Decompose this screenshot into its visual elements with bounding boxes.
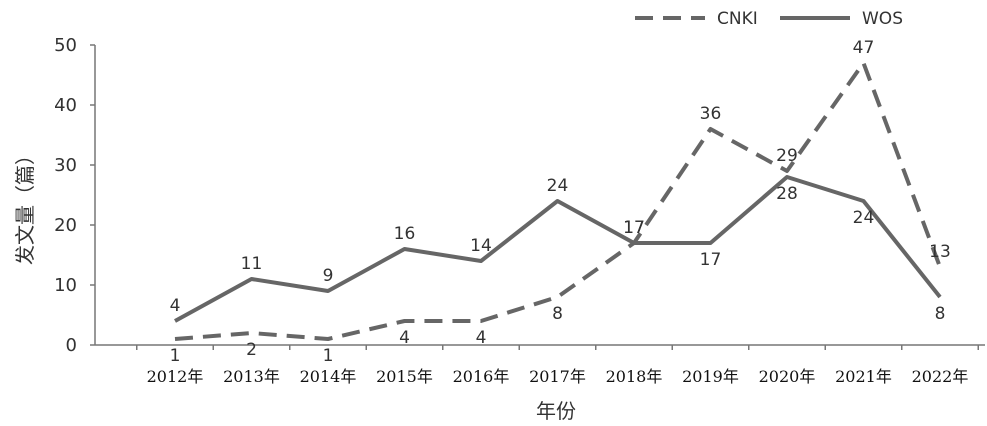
data-label-cnki: 4 [399,328,410,348]
x-tick-labels: 2012年 2013年 2014年 2015年 2016年 2017年 2018年 2019年… [147,367,969,386]
data-label-wos: 8 [935,304,946,324]
y-tick-label: 40 [54,95,77,116]
y-axis-title: 发文量（篇） [13,145,37,265]
x-tick-label: 2021年 [835,367,892,386]
y-tick-label: 0 [66,335,77,356]
x-tick-label: 2019年 [682,367,739,386]
data-label-wos: 17 [700,250,722,270]
data-label-cnki: 13 [929,242,951,262]
series-line-wos [174,175,942,323]
legend-label-wos: WOS [862,9,903,29]
x-tick-label: 2017年 [529,367,586,386]
data-label-cnki: 4 [476,328,487,348]
data-label-wos: 4 [170,296,181,316]
x-tick-label: 2022年 [912,367,969,386]
y-tick-label: 10 [54,275,77,296]
chart-axes [90,44,985,350]
data-label-cnki: 17 [623,218,645,238]
data-label-cnki: 1 [323,346,334,366]
x-tick-label: 2012年 [147,367,204,386]
x-axis-title: 年份 [536,399,576,423]
data-label-cnki: 1 [170,346,181,366]
data-label-wos: 24 [853,208,875,228]
data-label-cnki: 29 [776,146,798,166]
data-label-wos: 17 [623,218,645,238]
x-tick-label: 2018年 [606,367,663,386]
y-tick-labels: 0 10 20 30 40 50 [54,35,77,356]
y-tick-label: 30 [54,155,77,176]
data-label-wos: 9 [323,266,334,286]
series-lines [174,61,942,341]
x-tick-label: 2015年 [376,367,433,386]
legend-label-cnki: CNKI [717,9,758,29]
data-label-wos: 16 [394,224,416,244]
y-tick-label: 20 [54,215,77,236]
y-tick-label: 50 [54,35,77,56]
data-label-wos: 11 [241,254,263,274]
x-tick-label: 2016年 [453,367,510,386]
data-label-wos: 24 [547,176,569,196]
x-tick-label: 2013年 [223,367,280,386]
x-tick-label: 2020年 [759,367,816,386]
data-label-wos: 28 [776,184,798,204]
data-label-cnki: 8 [552,304,563,324]
data-label-wos: 14 [470,236,492,256]
series-line-cnki [174,61,942,341]
legend: CNKI WOS [635,9,903,29]
x-tick-label: 2014年 [300,367,357,386]
data-label-cnki: 47 [853,38,875,58]
data-label-cnki: 36 [700,104,722,124]
data-label-cnki: 2 [246,340,257,360]
